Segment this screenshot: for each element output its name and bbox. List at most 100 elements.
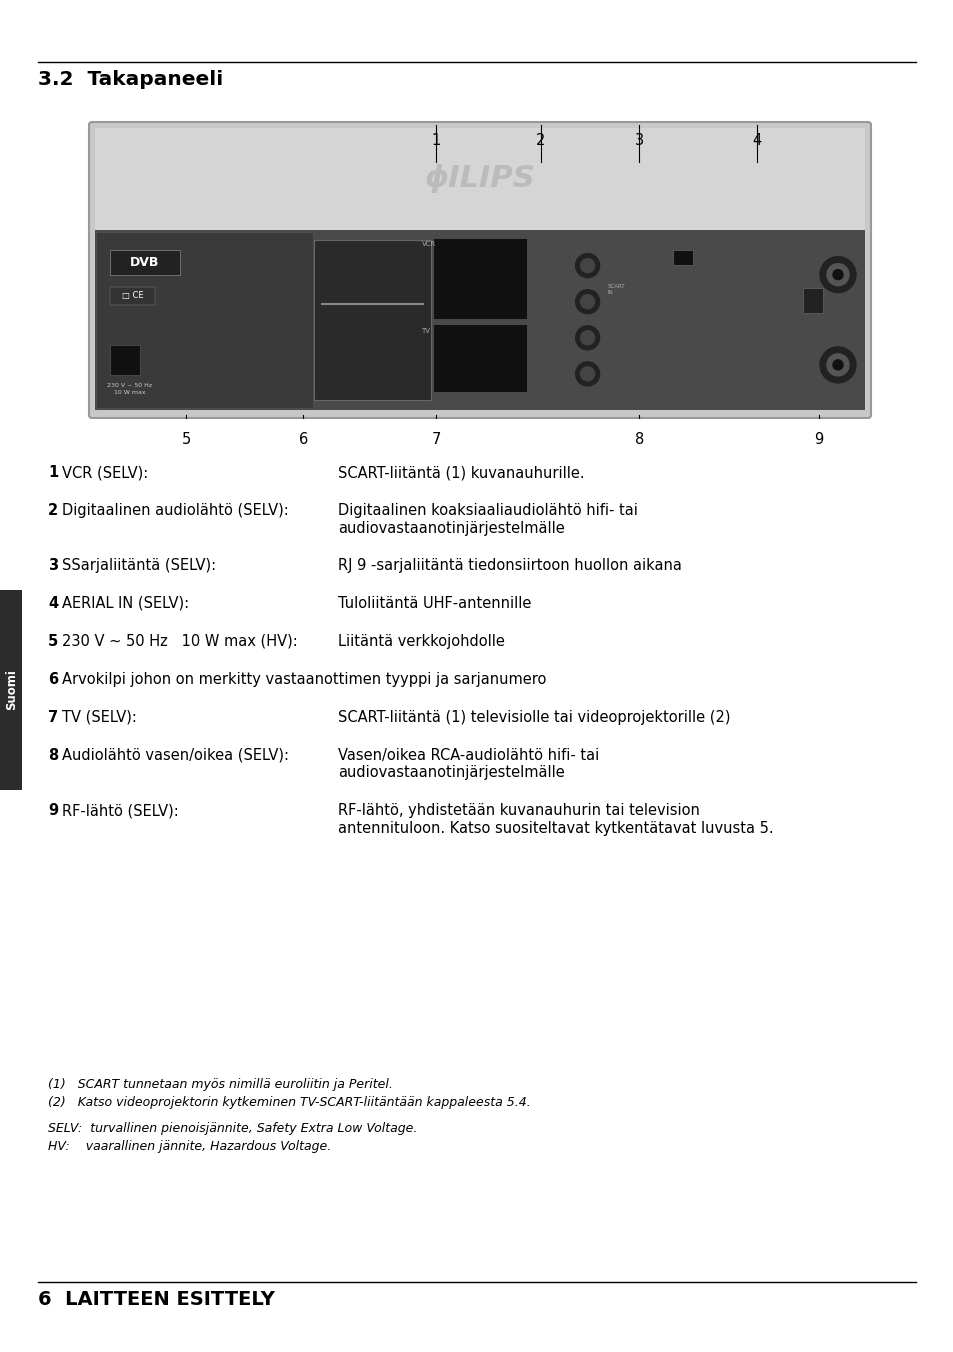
Point (575, 388, 590, 410)
Point (633, 227, 648, 249)
Point (281, 372, 296, 393)
Point (156, 256, 172, 277)
Point (699, 226, 714, 247)
Point (531, 322, 546, 343)
Point (443, 381, 458, 403)
Point (542, 228, 558, 250)
Point (451, 335, 466, 357)
Circle shape (580, 258, 594, 273)
Point (119, 238, 134, 260)
Point (602, 392, 618, 414)
Point (749, 360, 764, 381)
Point (381, 239, 396, 261)
Point (98, 297, 113, 319)
Point (802, 303, 818, 324)
Point (205, 356, 220, 377)
Text: SCART-liitäntä (1) kuvanauhurille.: SCART-liitäntä (1) kuvanauhurille. (337, 465, 584, 480)
Point (122, 220, 137, 242)
Point (821, 233, 837, 254)
Point (812, 230, 827, 251)
Point (436, 392, 451, 414)
Point (661, 310, 677, 331)
Point (192, 297, 207, 319)
Point (525, 341, 540, 362)
Point (425, 297, 440, 319)
Point (633, 285, 648, 307)
Point (540, 368, 556, 389)
Point (193, 360, 208, 381)
Point (823, 226, 839, 247)
Point (479, 387, 495, 408)
Point (829, 231, 844, 253)
Point (580, 323, 596, 345)
Point (356, 370, 372, 392)
Point (424, 338, 439, 360)
Text: antennituloon. Katso suositeltavat kytkentätavat luvusta 5.: antennituloon. Katso suositeltavat kytke… (337, 821, 773, 836)
Point (340, 310, 355, 331)
Point (727, 270, 742, 292)
Point (239, 347, 254, 369)
Point (579, 376, 595, 397)
Point (403, 227, 418, 249)
Point (550, 337, 565, 358)
Point (208, 269, 223, 291)
Point (705, 379, 720, 400)
Point (475, 285, 490, 307)
Point (441, 287, 456, 308)
Point (805, 295, 821, 316)
Point (225, 383, 240, 404)
Point (138, 223, 153, 245)
Point (544, 334, 559, 356)
Point (507, 301, 522, 323)
Point (523, 326, 538, 347)
Point (138, 346, 153, 368)
Point (321, 342, 336, 364)
Point (518, 365, 534, 387)
Point (193, 308, 209, 330)
Point (776, 384, 791, 406)
Point (771, 308, 786, 330)
Point (466, 265, 481, 287)
Point (468, 299, 483, 320)
Point (690, 380, 705, 402)
Point (222, 242, 237, 264)
Point (228, 346, 243, 368)
Point (378, 387, 394, 408)
Point (757, 349, 772, 370)
Point (745, 387, 760, 408)
Point (770, 281, 785, 303)
Point (228, 356, 243, 377)
Point (427, 353, 442, 375)
Point (515, 393, 530, 415)
Point (660, 379, 676, 400)
Point (521, 301, 537, 323)
Point (148, 366, 163, 388)
Point (214, 385, 230, 407)
Point (525, 331, 540, 353)
Point (420, 392, 436, 414)
Point (585, 265, 600, 287)
Point (438, 393, 454, 415)
Point (268, 289, 283, 311)
Point (652, 254, 667, 276)
Point (710, 315, 725, 337)
Point (303, 349, 318, 370)
Point (300, 300, 315, 322)
Point (596, 246, 611, 268)
Circle shape (832, 360, 842, 370)
Bar (314, 239, 430, 400)
Point (516, 227, 531, 249)
Point (542, 274, 558, 296)
Point (730, 322, 745, 343)
Point (694, 222, 709, 243)
Point (575, 295, 590, 316)
Point (716, 316, 731, 338)
Point (708, 319, 723, 341)
Point (395, 354, 410, 376)
Point (307, 331, 322, 353)
Point (500, 333, 516, 354)
Point (548, 385, 563, 407)
Point (114, 327, 130, 349)
Point (573, 335, 588, 357)
Point (323, 327, 338, 349)
